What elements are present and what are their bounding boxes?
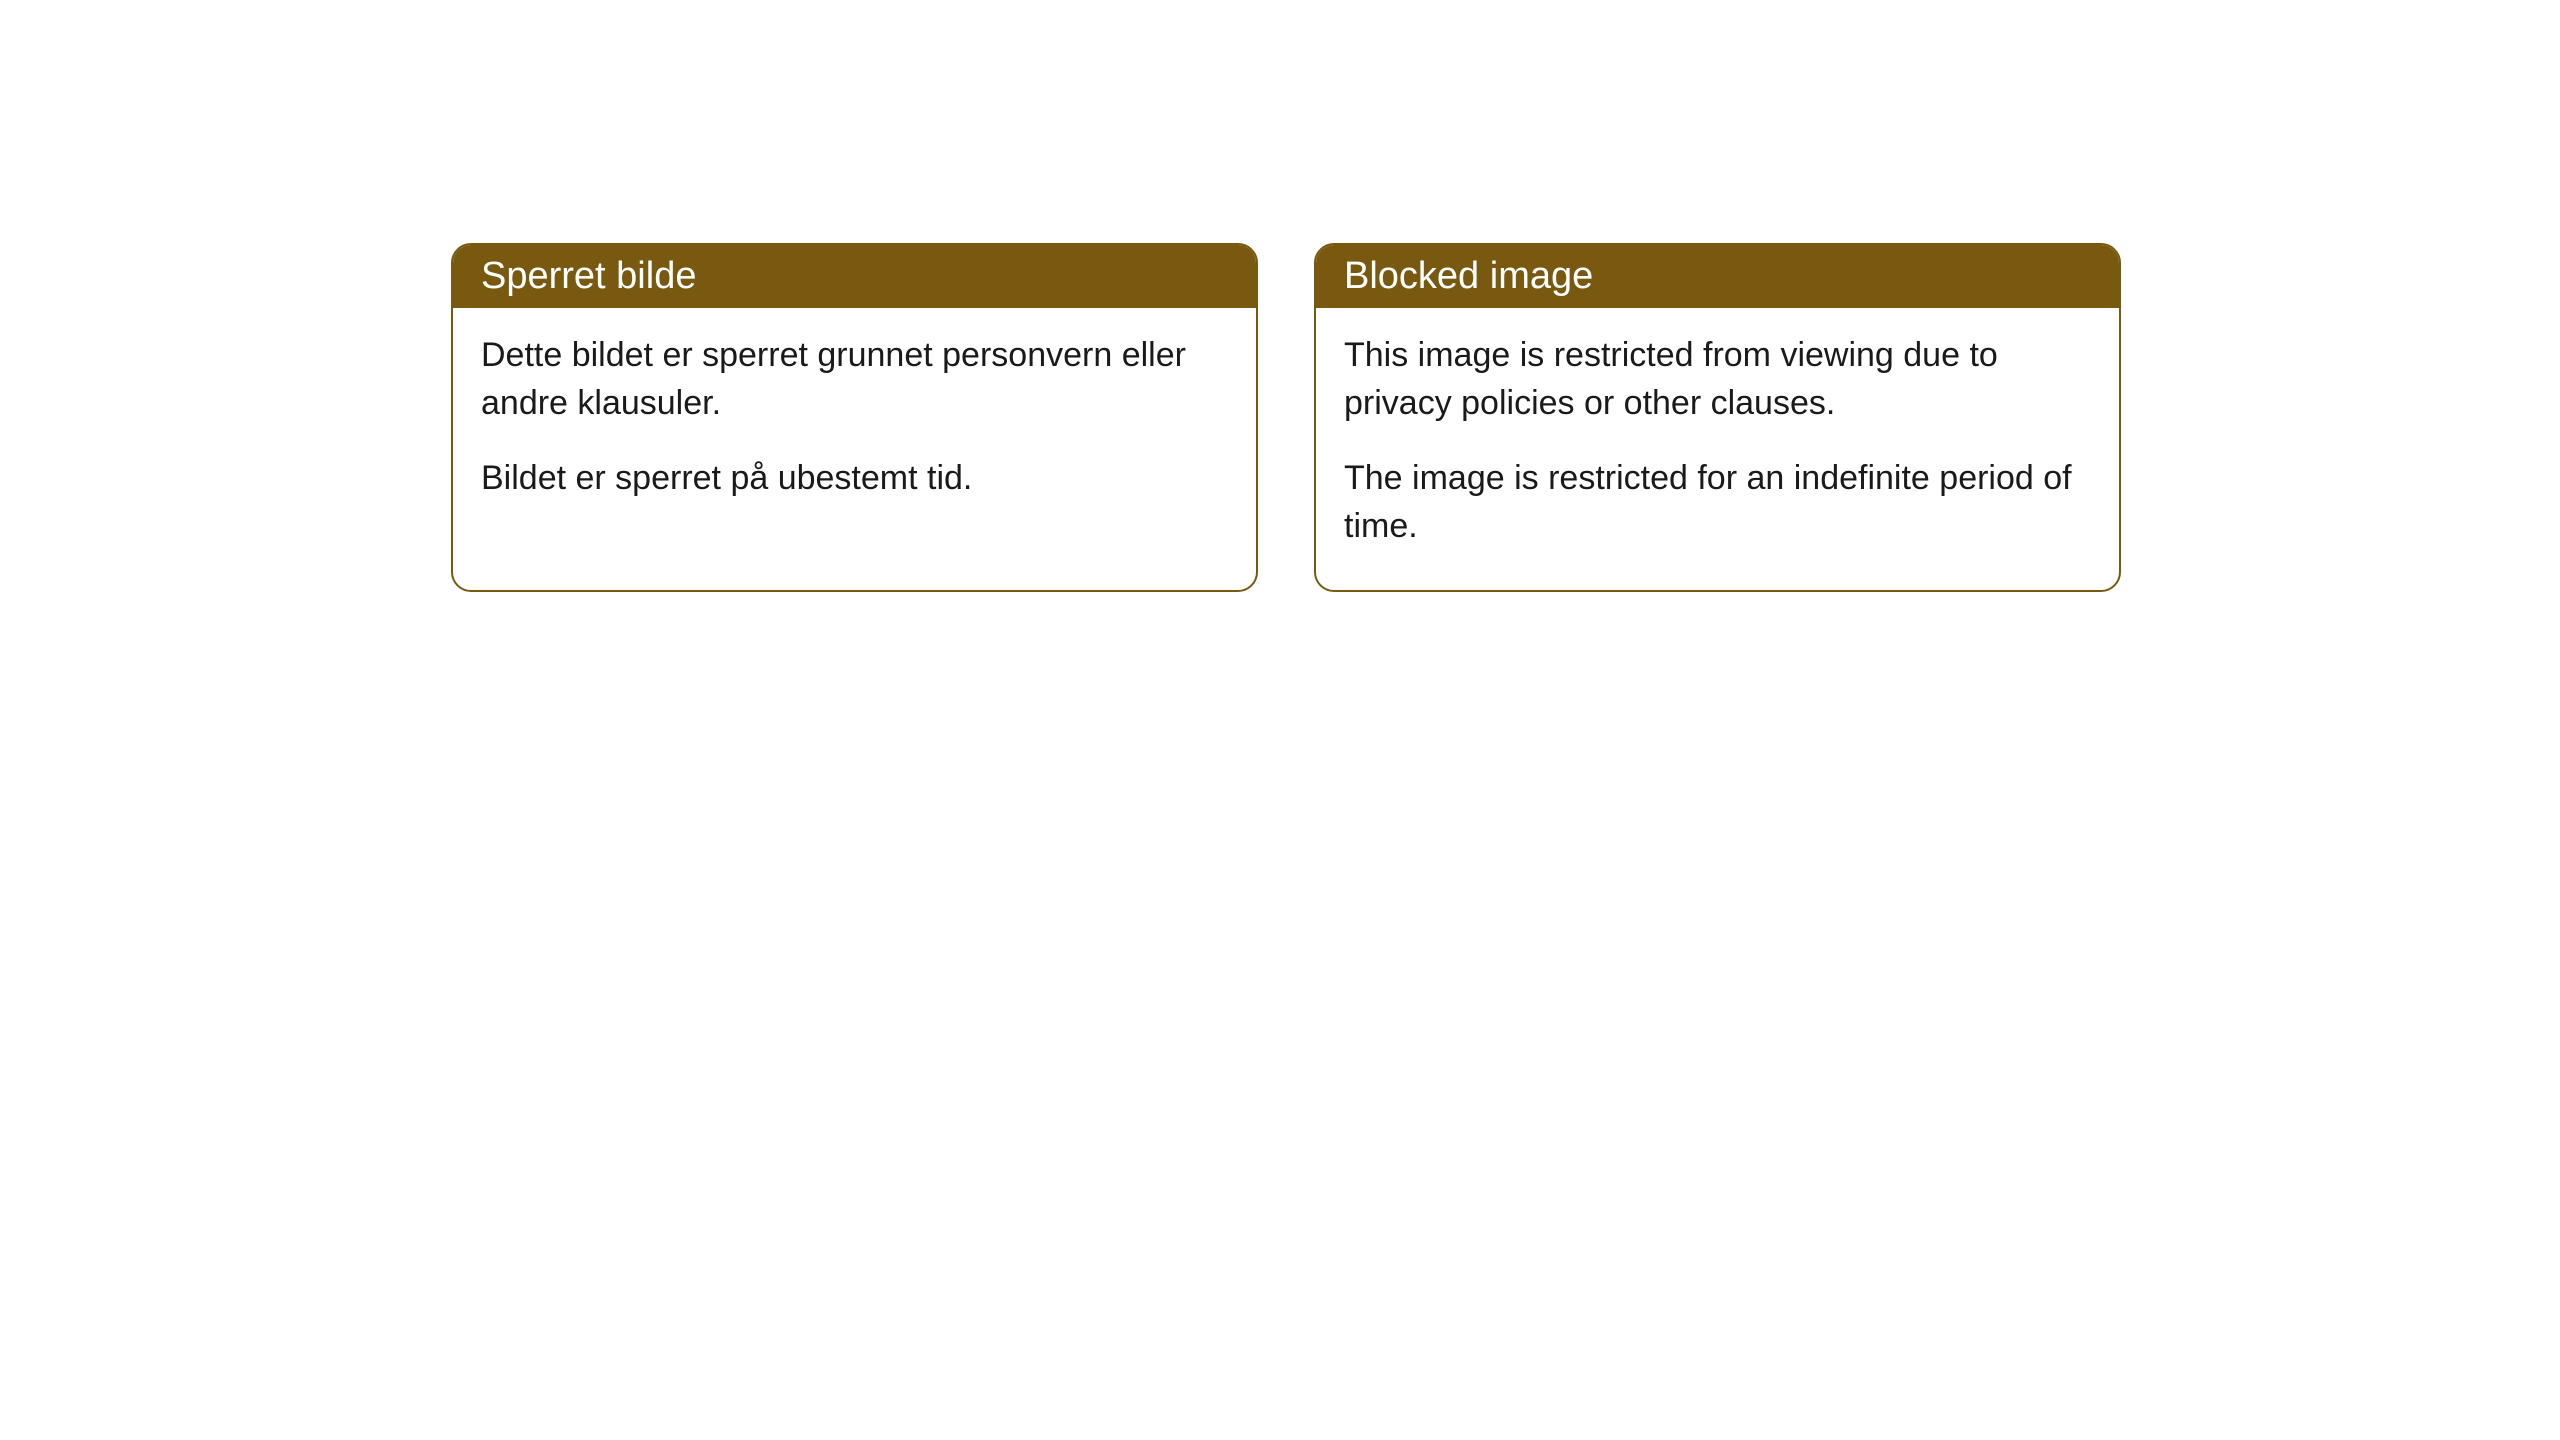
card-para2-en: The image is restricted for an indefinit… [1344,455,2091,550]
card-para2-no: Bildet er sperret på ubestemt tid. [481,455,1228,503]
card-body-en: This image is restricted from viewing du… [1316,308,2119,590]
card-header-en: Blocked image [1316,245,2119,308]
card-title-en: Blocked image [1344,255,1593,297]
card-body-no: Dette bildet er sperret grunnet personve… [453,308,1256,543]
card-para1-no: Dette bildet er sperret grunnet personve… [481,332,1228,427]
card-para1-en: This image is restricted from viewing du… [1344,332,2091,427]
card-header-no: Sperret bilde [453,245,1256,308]
blocked-image-card-no: Sperret bilde Dette bildet er sperret gr… [451,243,1258,592]
blocked-image-card-en: Blocked image This image is restricted f… [1314,243,2121,592]
card-title-no: Sperret bilde [481,255,696,297]
notice-container: Sperret bilde Dette bildet er sperret gr… [451,243,2121,592]
